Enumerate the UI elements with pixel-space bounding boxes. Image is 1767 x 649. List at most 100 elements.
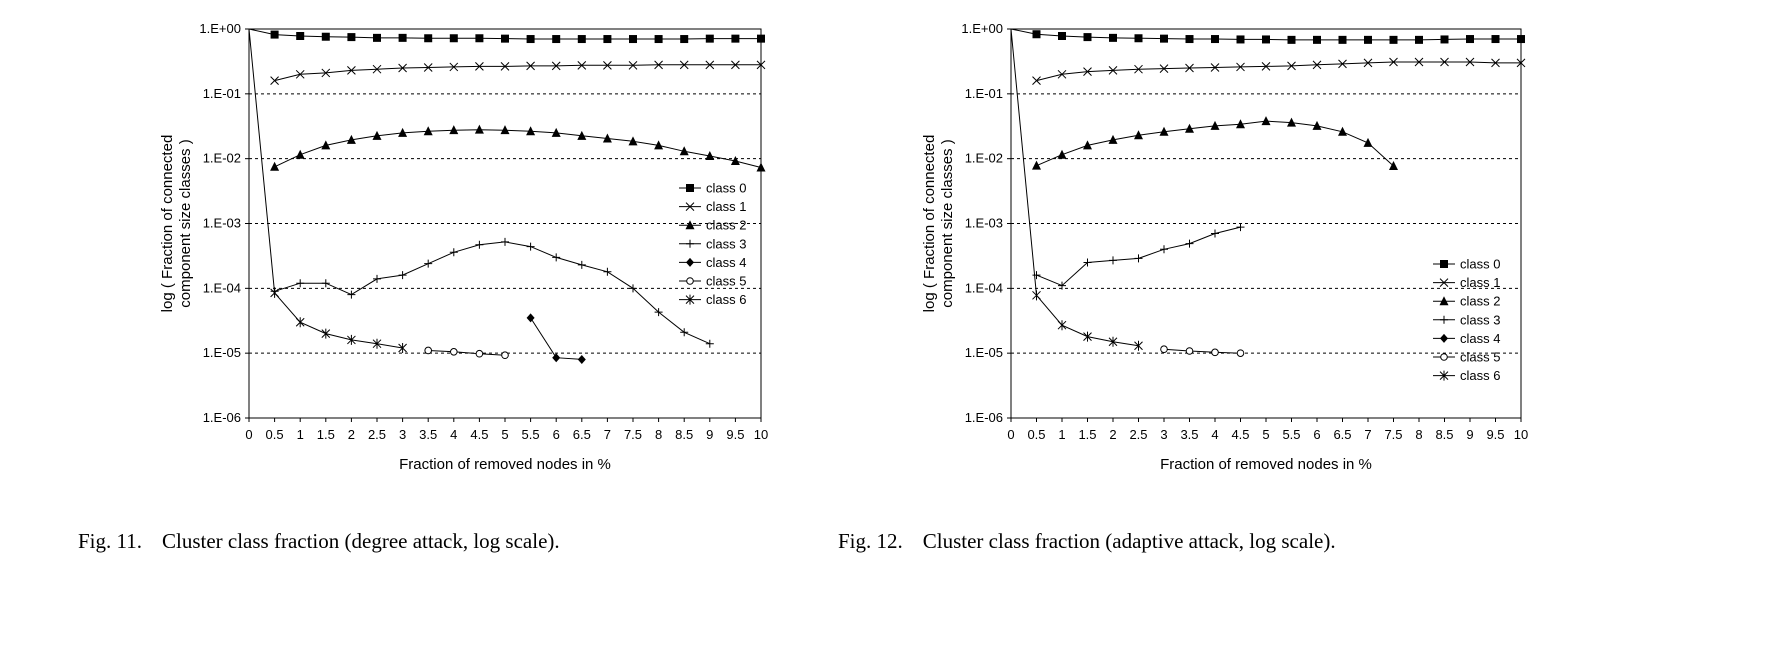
data-point bbox=[628, 136, 638, 146]
data-point bbox=[295, 149, 305, 159]
data-point bbox=[474, 124, 484, 134]
data-point bbox=[526, 35, 535, 44]
y-tick-label: 1.E-06 bbox=[203, 410, 241, 425]
figure-caption: Fig. 12. Cluster class fraction (adaptive… bbox=[838, 529, 1336, 553]
data-point bbox=[501, 34, 509, 43]
data-point bbox=[705, 150, 715, 160]
data-point bbox=[398, 33, 407, 42]
series-line bbox=[428, 350, 506, 356]
x-tick-label: 8.5 bbox=[675, 427, 693, 442]
data-point bbox=[1057, 69, 1067, 79]
x-tick-label: 7 bbox=[604, 427, 611, 442]
legend-item: class 3 bbox=[1433, 312, 1500, 327]
data-point bbox=[475, 34, 484, 43]
y-tick-label: 1.E-03 bbox=[203, 216, 241, 231]
data-point bbox=[398, 127, 408, 137]
data-point bbox=[1211, 35, 1219, 44]
data-point bbox=[373, 274, 381, 283]
y-axis-label: component size classes ) bbox=[939, 139, 956, 307]
data-point bbox=[449, 125, 459, 135]
legend-label: class 0 bbox=[1460, 257, 1500, 272]
data-point bbox=[552, 253, 561, 262]
data-point bbox=[1108, 134, 1118, 144]
x-tick-label: 3.5 bbox=[1180, 427, 1198, 442]
data-point bbox=[1159, 64, 1169, 73]
data-point bbox=[270, 76, 279, 85]
data-point bbox=[756, 162, 766, 172]
data-point bbox=[1134, 130, 1143, 140]
data-point bbox=[603, 267, 612, 276]
series-class-0 bbox=[1010, 28, 1525, 44]
x-tick-label: 9.5 bbox=[1486, 427, 1504, 442]
data-point bbox=[1414, 57, 1424, 67]
legend-item: class 4 bbox=[679, 255, 746, 270]
x-tick-label: 5 bbox=[501, 427, 508, 442]
data-point bbox=[731, 60, 740, 70]
legend-marker bbox=[1440, 333, 1448, 343]
legend-marker bbox=[1439, 296, 1449, 306]
y-tick-label: 1.E-05 bbox=[965, 345, 1003, 360]
data-point bbox=[1185, 63, 1194, 73]
data-point bbox=[295, 69, 305, 79]
x-tick-label: 0.5 bbox=[1027, 427, 1045, 442]
data-point bbox=[680, 328, 689, 337]
data-point bbox=[730, 156, 740, 166]
data-point bbox=[1210, 63, 1220, 72]
y-tick-label: 1.E-03 bbox=[965, 216, 1003, 231]
x-tick-label: 4 bbox=[1211, 427, 1218, 442]
data-point bbox=[347, 290, 356, 299]
series-class-4 bbox=[526, 313, 586, 364]
x-tick-label: 2.5 bbox=[368, 427, 386, 442]
y-tick-label: 1.E-04 bbox=[965, 280, 1003, 295]
data-point bbox=[450, 347, 458, 356]
data-point bbox=[347, 33, 356, 42]
data-point bbox=[398, 343, 407, 354]
data-point bbox=[423, 126, 433, 136]
data-point bbox=[1108, 66, 1118, 75]
legend-item: class 2 bbox=[1433, 294, 1500, 309]
series-class-3 bbox=[270, 237, 714, 348]
x-tick-label: 6 bbox=[553, 427, 560, 442]
x-tick-label: 9 bbox=[1466, 427, 1473, 442]
legend-label: class 6 bbox=[1460, 368, 1500, 383]
legend-item: class 6 bbox=[679, 292, 746, 307]
data-point bbox=[1287, 35, 1296, 44]
data-point bbox=[449, 34, 458, 43]
legend-item: class 1 bbox=[679, 199, 746, 214]
data-point bbox=[731, 34, 740, 43]
data-point bbox=[347, 334, 356, 345]
data-point bbox=[577, 35, 586, 44]
data-point bbox=[1465, 57, 1475, 67]
x-tick-label: 1.5 bbox=[317, 427, 335, 442]
y-tick-label: 1.E+00 bbox=[961, 21, 1003, 36]
x-tick-label: 1 bbox=[1058, 427, 1065, 442]
data-point bbox=[1185, 123, 1194, 133]
y-tick-label: 1.E-02 bbox=[203, 151, 241, 166]
x-tick-label: 3 bbox=[399, 427, 406, 442]
legend-label: class 0 bbox=[706, 181, 746, 196]
data-point bbox=[1363, 137, 1373, 147]
y-tick-label: 1.E-04 bbox=[203, 280, 241, 295]
data-point bbox=[398, 271, 407, 280]
legend: class 0 class 1 class 2 class 3 class 4 class… bbox=[679, 181, 746, 307]
data-point bbox=[372, 130, 382, 140]
data-point bbox=[577, 130, 587, 140]
data-point bbox=[1083, 140, 1092, 150]
series-class-1 bbox=[270, 60, 766, 85]
data-point bbox=[654, 35, 663, 44]
x-tick-label: 2 bbox=[1109, 427, 1116, 442]
y-tick-label: 1.E-05 bbox=[203, 345, 241, 360]
series-class-3 bbox=[1032, 223, 1245, 290]
x-tick-label: 3.5 bbox=[419, 427, 437, 442]
data-point bbox=[1032, 160, 1041, 170]
legend-marker bbox=[1439, 370, 1449, 381]
data-point bbox=[679, 146, 689, 156]
data-point bbox=[373, 33, 381, 42]
data-point bbox=[577, 354, 586, 364]
y-axis-label: component size classes ) bbox=[177, 139, 194, 307]
x-tick-label: 5.5 bbox=[522, 427, 540, 442]
data-point bbox=[500, 62, 510, 71]
data-point bbox=[602, 133, 612, 143]
data-point bbox=[705, 60, 715, 70]
